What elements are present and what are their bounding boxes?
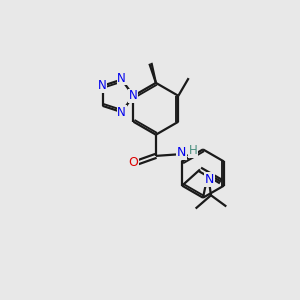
Text: N: N — [177, 146, 186, 159]
Text: N: N — [117, 106, 126, 118]
Text: O: O — [128, 156, 138, 169]
Text: N: N — [98, 79, 106, 92]
Text: H: H — [189, 144, 198, 158]
Text: N: N — [205, 173, 214, 186]
Text: N: N — [129, 89, 138, 102]
Text: N: N — [117, 72, 126, 85]
